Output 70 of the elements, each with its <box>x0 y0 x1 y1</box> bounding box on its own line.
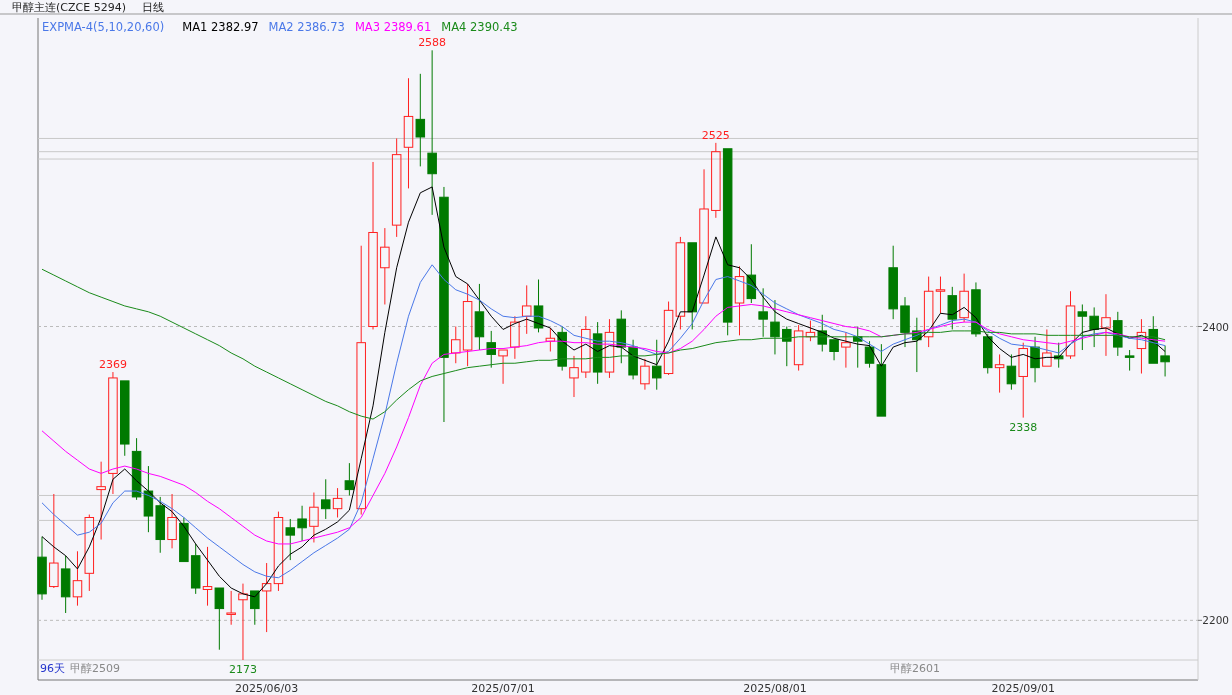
candlestick <box>770 299 780 355</box>
candlestick <box>60 555 71 614</box>
candlestick <box>226 590 236 626</box>
candlestick <box>380 227 390 305</box>
candlestick <box>888 245 898 320</box>
y-tick-label: 2400 <box>1202 320 1229 333</box>
chart-subtitle: 日线 <box>142 1 164 14</box>
candlestick <box>391 137 402 238</box>
candlestick <box>923 276 934 348</box>
x-tick-label: 2025/06/03 <box>234 682 299 695</box>
candlestick <box>510 315 520 360</box>
candlestick <box>1077 303 1088 351</box>
line-series <box>41 303 1166 545</box>
text: MA1 2382.97 <box>182 20 259 34</box>
annotation: 2173 <box>228 663 257 676</box>
candlestick <box>108 371 118 495</box>
text: 96天 <box>40 662 65 675</box>
candlestick <box>1136 318 1147 375</box>
candlestick <box>959 273 969 323</box>
text: 甲醇2509 <box>70 662 120 675</box>
candlestick <box>439 186 449 423</box>
x-tick-label: 2025/09/01 <box>991 682 1055 695</box>
candlestick <box>72 550 83 607</box>
x-tick-label: 2025/07/01 <box>471 682 535 695</box>
y-tick-label: 2200 <box>1202 614 1229 627</box>
candlestick <box>356 245 366 516</box>
candlestick <box>202 546 213 607</box>
annotation: 2369 <box>98 358 127 372</box>
candlestick <box>320 478 331 520</box>
line-series <box>41 268 1166 420</box>
candlestick <box>758 287 768 338</box>
text: MA2 2386.73 <box>268 20 345 34</box>
line-series <box>41 264 1166 579</box>
candlestick <box>994 353 1005 394</box>
candlestick <box>427 49 437 216</box>
candlestick <box>841 331 851 369</box>
candlestick <box>167 493 177 549</box>
candlestick <box>651 339 662 391</box>
candlestick <box>368 161 378 330</box>
candlestick <box>711 142 721 219</box>
candlestick <box>545 327 556 352</box>
candlestick <box>1101 293 1111 357</box>
candlestick <box>1160 345 1170 377</box>
candlestick <box>415 73 426 167</box>
annotation: 2338 <box>1009 420 1038 434</box>
candlestick <box>1030 336 1040 383</box>
candlestick <box>261 562 272 633</box>
candlestick <box>569 355 579 398</box>
candlestick <box>297 505 307 542</box>
candlestick <box>96 461 106 541</box>
candlestick <box>474 283 485 351</box>
candlestick <box>403 77 414 189</box>
candlestick <box>486 330 496 369</box>
annotation: 2525 <box>701 128 730 142</box>
text: MA3 2389.61 <box>354 20 432 34</box>
candlestick <box>37 536 47 601</box>
candlestick <box>49 493 59 588</box>
annotation: 2588 <box>418 36 447 50</box>
candlestick <box>238 583 248 661</box>
candlestick <box>451 326 461 364</box>
legend-title: EXPMA-4(5,10,20,60) <box>42 20 165 34</box>
x-tick-label: 2025/08/01 <box>743 682 807 695</box>
chart-title: 甲醇主连(CZCE 5294) <box>12 1 126 14</box>
text: 甲醇2601 <box>890 662 940 675</box>
text: MA4 2390.43 <box>441 20 518 34</box>
candlestick <box>1006 353 1017 391</box>
candlestick <box>935 276 946 314</box>
candlestick <box>640 358 650 391</box>
candlestick <box>309 492 319 543</box>
candlestick <box>900 296 910 348</box>
